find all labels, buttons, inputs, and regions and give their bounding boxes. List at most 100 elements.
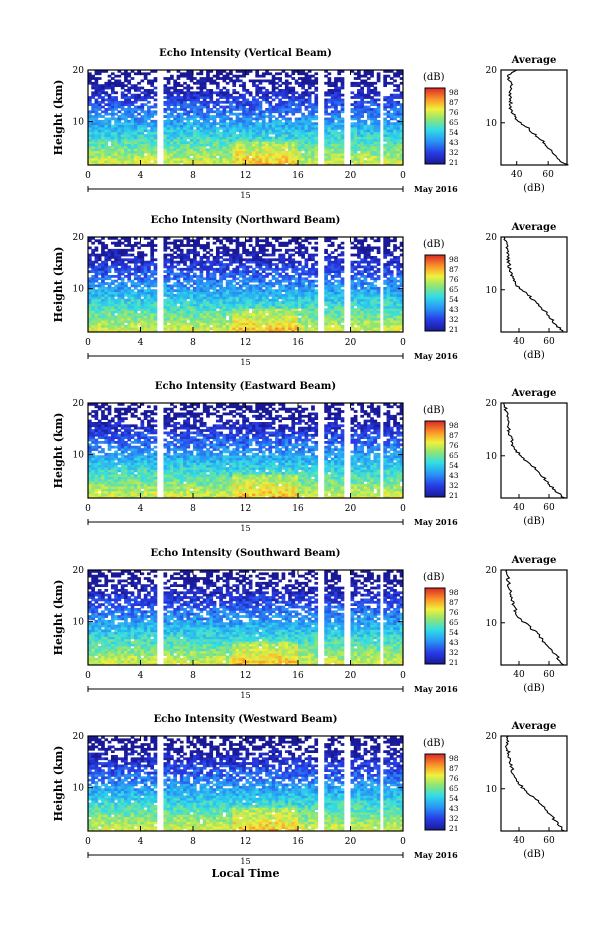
heatmap-cell (124, 96, 128, 99)
heatmap-cell (88, 239, 92, 243)
heatmap-cell (284, 301, 289, 304)
heatmap-cell (275, 91, 279, 95)
heatmap-cell (153, 310, 158, 314)
heatmap-cell (301, 148, 305, 152)
heatmap-cell (114, 324, 118, 328)
heatmap-cell (278, 146, 282, 149)
heatmap-cell (199, 284, 204, 288)
heatmap-cell (245, 322, 250, 326)
heatmap-cell (222, 317, 227, 321)
heatmap-cell (133, 298, 138, 302)
heatmap-cell (383, 148, 387, 152)
heatmap-cell (294, 119, 299, 123)
heatmap-cell (350, 81, 355, 85)
heatmap-cell (193, 136, 197, 140)
heatmap-cell (88, 100, 92, 104)
heatmap-cell (170, 143, 174, 147)
heatmap-cell (206, 108, 210, 111)
heatmap-cell (271, 275, 276, 278)
heatmap-cell (117, 272, 122, 276)
heatmap-cell (147, 260, 151, 264)
heatmap-cell (229, 258, 233, 262)
heatmap-cell (281, 317, 286, 321)
heatmap-cell (130, 267, 135, 271)
heatmap-cell (278, 241, 282, 245)
heatmap-cell (176, 141, 181, 145)
heatmap-cell (281, 103, 286, 107)
heatmap-cell (170, 146, 174, 149)
heatmap-cell (143, 282, 148, 285)
heatmap-cell (255, 131, 260, 135)
heatmap-cell (97, 286, 102, 290)
heatmap-cell (229, 136, 233, 140)
heatmap-cell (298, 117, 302, 121)
heatmap-cell (238, 258, 243, 262)
heatmap-cell (235, 153, 240, 156)
heatmap-cell (245, 296, 250, 300)
heatmap-cell (206, 136, 210, 140)
heatmap-cell (278, 317, 282, 321)
heatmap-cell (337, 141, 342, 145)
heatmap-cell (170, 298, 174, 302)
heatmap-cell (255, 98, 260, 102)
heatmap-cell (357, 117, 361, 121)
heatmap-cell (202, 112, 207, 116)
heatmap-cell (114, 289, 118, 293)
heatmap-cell (209, 286, 214, 290)
heatmap-cell (271, 244, 276, 247)
heatmap-cell (357, 103, 361, 107)
heatmap-cell (199, 270, 204, 274)
heatmap-cell (245, 150, 250, 154)
heatmap-cell (110, 237, 115, 240)
heatmap-cell (206, 301, 210, 304)
heatmap-cell (140, 244, 145, 247)
heatmap-cell (189, 305, 194, 309)
heatmap-cell (281, 110, 286, 114)
heatmap-cell (153, 98, 158, 102)
heatmap-cell (196, 93, 200, 97)
heatmap-cell (202, 315, 207, 319)
heatmap-cell (163, 263, 168, 266)
heatmap-cell (147, 291, 151, 295)
heatmap-cell (353, 122, 358, 126)
heatmap-cell (101, 96, 105, 99)
heatmap-cell (173, 89, 177, 92)
heatmap-cell (133, 277, 138, 281)
heatmap-cell (360, 74, 365, 78)
heatmap-cell (366, 117, 371, 121)
heatmap-cell (153, 129, 158, 133)
heatmap-cell (173, 239, 177, 243)
heatmap-cell (288, 291, 292, 295)
heatmap-cell (206, 115, 210, 118)
heatmap-cell (245, 272, 250, 276)
heatmap-cell (183, 122, 187, 126)
heatmap-cell (235, 320, 240, 323)
heatmap-cell (133, 86, 138, 90)
heatmap-cell (248, 277, 253, 281)
heatmap-cell (212, 270, 217, 274)
heatmap-cell (120, 260, 125, 264)
heatmap-cell (284, 103, 289, 107)
heatmap-cell (225, 294, 230, 297)
heatmap-cell (110, 81, 115, 85)
heatmap-cell (386, 148, 391, 152)
heatmap-cell (140, 265, 145, 269)
heatmap-cell (94, 93, 99, 97)
heatmap-cell (110, 124, 115, 128)
heatmap-cell (189, 117, 194, 121)
heatmap-cell (281, 284, 286, 288)
heatmap-cell (252, 294, 256, 297)
heatmap-cell (261, 248, 266, 252)
heatmap-cell (229, 320, 233, 323)
heatmap-cell (334, 148, 338, 152)
heatmap-cell (94, 329, 99, 333)
heatmap-cell (284, 298, 289, 302)
heatmap-cell (268, 153, 273, 156)
heatmap-cell (219, 291, 223, 295)
heatmap-cell (120, 155, 125, 159)
heatmap-cell (215, 136, 220, 140)
heatmap-cell (225, 305, 230, 309)
heatmap-cell (107, 270, 112, 274)
heatmap-cell (255, 146, 260, 149)
heatmap-cell (114, 305, 118, 309)
